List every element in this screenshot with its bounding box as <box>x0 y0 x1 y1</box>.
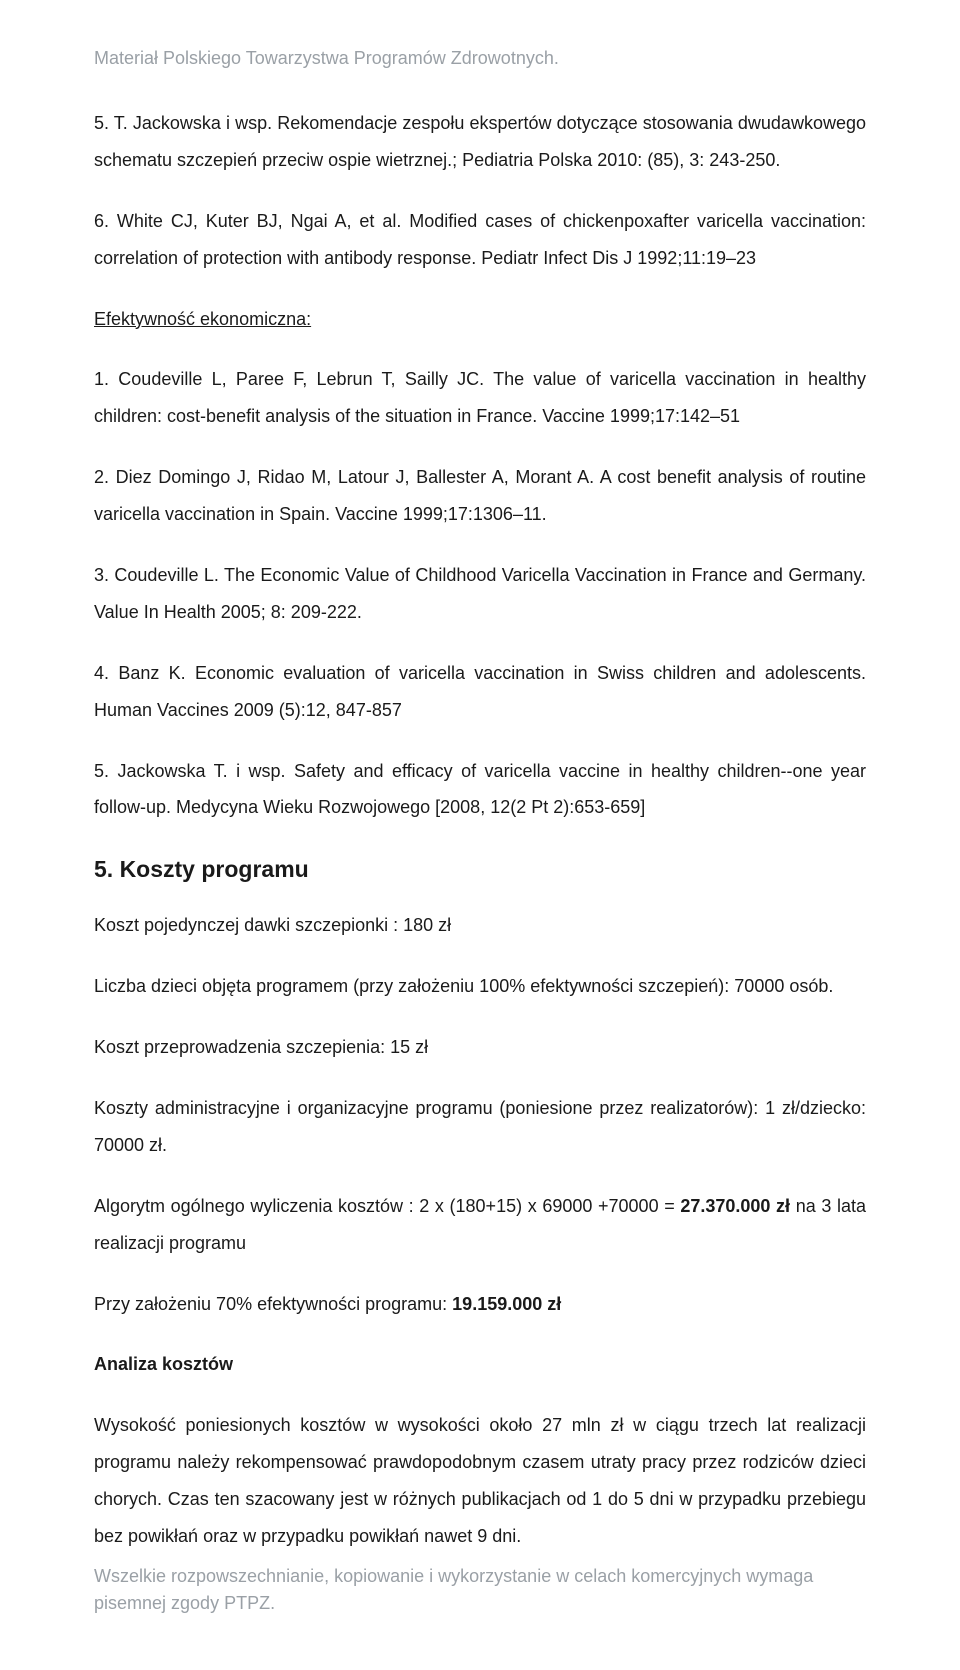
cost-algo-sum: 27.370.000 zł <box>680 1196 790 1216</box>
cost-vacc: Koszt przeprowadzenia szczepienia: 15 zł <box>94 1029 866 1066</box>
analysis-body: Wysokość poniesionych kosztów w wysokośc… <box>94 1407 866 1555</box>
subheading-efekt: Efektywność ekonomiczna: <box>94 301 866 338</box>
cost-children: Liczba dzieci objęta programem (przy zał… <box>94 968 866 1005</box>
cost-dose: Koszt pojedynczej dawki szczepionki : 18… <box>94 907 866 944</box>
ref-econ-2: 2. Diez Domingo J, Ridao M, Latour J, Ba… <box>94 459 866 533</box>
ref-6: 6. White CJ, Kuter BJ, Ngai A, et al. Mo… <box>94 203 866 277</box>
ref-5: 5. T. Jackowska i wsp. Rekomendacje zesp… <box>94 105 866 179</box>
cost-admin: Koszty administracyjne i organizacyjne p… <box>94 1090 866 1164</box>
cost-algo-text: Algorytm ogólnego wyliczenia kosztów : 2… <box>94 1196 680 1216</box>
cost-algo: Algorytm ogólnego wyliczenia kosztów : 2… <box>94 1188 866 1262</box>
ref-econ-3: 3. Coudeville L. The Economic Value of C… <box>94 557 866 631</box>
page-header: Materiał Polskiego Towarzystwa Programów… <box>94 48 866 69</box>
ref-econ-4: 4. Banz K. Economic evaluation of varice… <box>94 655 866 729</box>
cost-70pct-sum: 19.159.000 zł <box>452 1294 561 1314</box>
ref-econ-1: 1. Coudeville L, Paree F, Lebrun T, Sail… <box>94 361 866 435</box>
ref-econ-5: 5. Jackowska T. i wsp. Safety and effica… <box>94 753 866 827</box>
cost-70pct: Przy założeniu 70% efektywności programu… <box>94 1286 866 1323</box>
cost-70pct-text: Przy założeniu 70% efektywności programu… <box>94 1294 452 1314</box>
analysis-heading: Analiza kosztów <box>94 1346 866 1383</box>
page-footer: Wszelkie rozpowszechnianie, kopiowanie i… <box>94 1563 866 1617</box>
section-5-heading: 5. Koszty programu <box>94 856 866 883</box>
